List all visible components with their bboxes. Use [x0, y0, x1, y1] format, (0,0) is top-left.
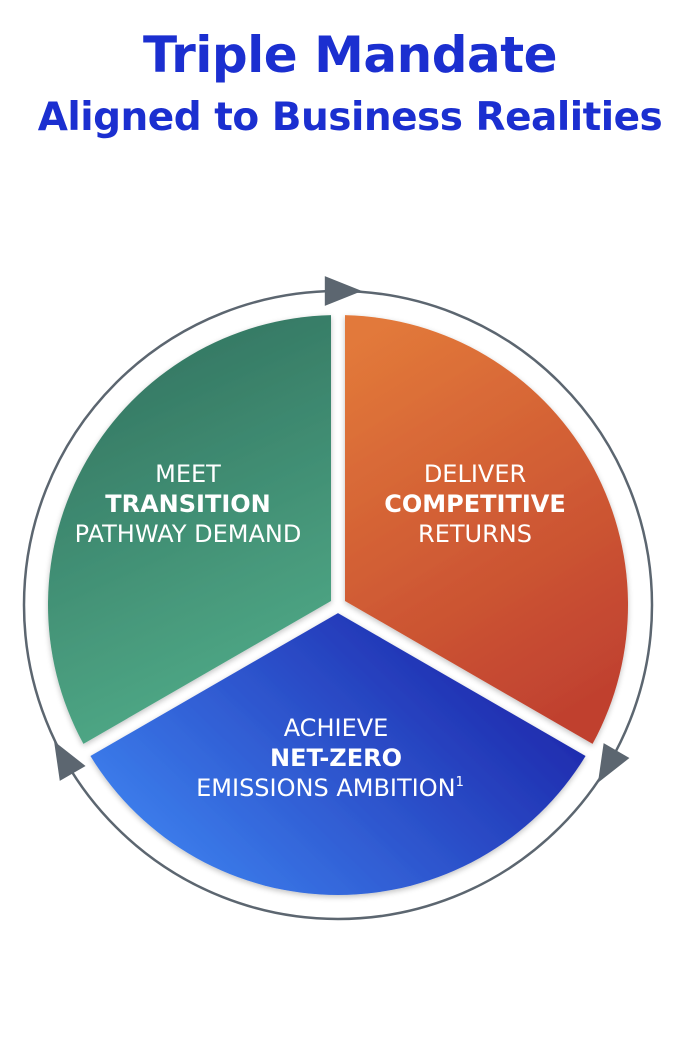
label-returns: DELIVER COMPETITIVE RETURNS	[384, 460, 565, 548]
transition-line1: MEET	[155, 460, 221, 488]
label-transition: MEET TRANSITION PATHWAY DEMAND	[75, 460, 302, 548]
arrow-bottom-right-icon	[597, 743, 630, 783]
transition-line2: TRANSITION	[105, 490, 271, 518]
title-block: Triple Mandate Aligned to Business Reali…	[0, 22, 700, 148]
svg-text:ACHIEVE: ACHIEVE	[284, 714, 389, 742]
net-zero-line3: EMISSIONS AMBITION	[196, 774, 455, 802]
svg-text:EMISSIONS AMBITION1: EMISSIONS AMBITION1	[196, 774, 464, 802]
svg-text:PATHWAY DEMAND: PATHWAY DEMAND	[75, 520, 302, 548]
svg-text:DELIVER: DELIVER	[424, 460, 526, 488]
arrow-top-icon	[324, 276, 362, 306]
segment-returns	[345, 315, 629, 744]
label-net-zero: ACHIEVE NET-ZERO EMISSIONS AMBITION1	[196, 714, 464, 802]
net-zero-line2: NET-ZERO	[270, 744, 402, 772]
segment-transition	[47, 315, 331, 744]
svg-text:RETURNS: RETURNS	[418, 520, 532, 548]
arrow-bottom-left-icon	[54, 741, 86, 781]
net-zero-footnote-mark: 1	[456, 775, 464, 790]
svg-text:MEET: MEET	[155, 460, 221, 488]
diagram-title: Triple Mandate	[142, 26, 558, 84]
net-zero-line1: ACHIEVE	[284, 714, 389, 742]
svg-text:TRANSITION: TRANSITION	[105, 490, 271, 518]
diagram-subtitle: Aligned to Business Realities	[37, 95, 663, 140]
transition-line3: PATHWAY DEMAND	[75, 520, 302, 548]
svg-text:NET-ZERO: NET-ZERO	[270, 744, 402, 772]
svg-text:COMPETITIVE: COMPETITIVE	[384, 490, 565, 518]
segment-net-zero	[90, 613, 586, 896]
returns-line1: DELIVER	[424, 460, 526, 488]
returns-line2: COMPETITIVE	[384, 490, 565, 518]
returns-line3: RETURNS	[418, 520, 532, 548]
